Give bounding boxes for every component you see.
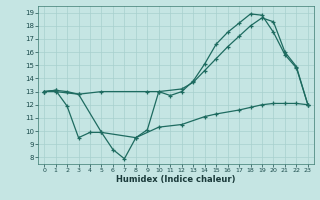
X-axis label: Humidex (Indice chaleur): Humidex (Indice chaleur): [116, 175, 236, 184]
